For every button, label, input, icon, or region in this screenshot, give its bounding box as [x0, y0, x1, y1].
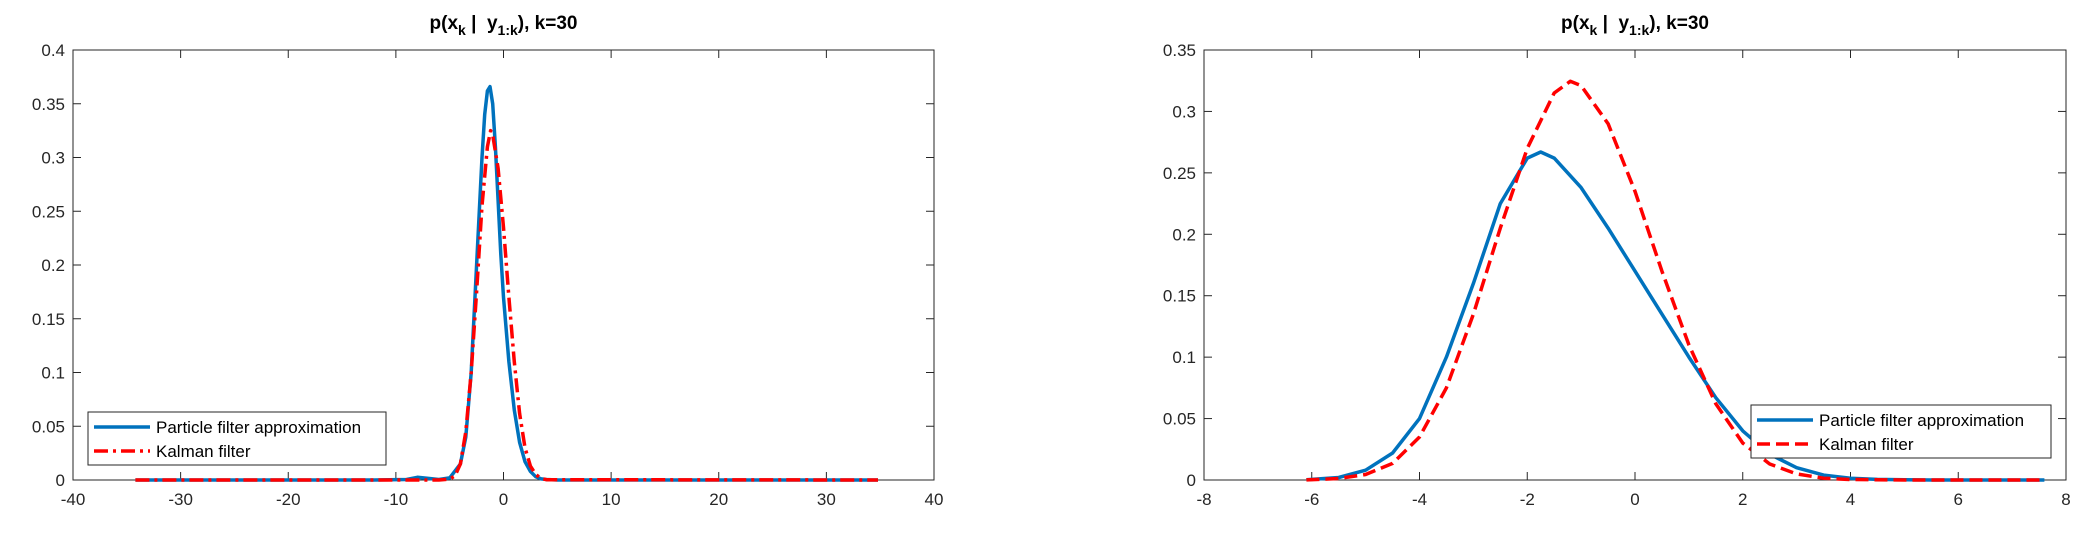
y-tick-label: 0.1 — [41, 364, 65, 383]
y-tick-label: 0.05 — [1163, 410, 1196, 429]
y-tick-label: 0.05 — [32, 417, 65, 436]
y-tick-label: 0 — [1187, 471, 1196, 490]
chart-title: p(xk | y1:k), k=30 — [1561, 13, 1709, 38]
legend-box — [87, 411, 387, 466]
chart-title: p(xk | y1:k), k=30 — [430, 13, 578, 38]
x-tick-label: -40 — [61, 490, 86, 509]
x-tick-label: -6 — [1304, 490, 1319, 509]
x-tick-label: 30 — [817, 490, 836, 509]
x-tick-label: 40 — [925, 490, 944, 509]
series-line-kalman-filter — [1306, 79, 2045, 482]
x-tick-label: 2 — [1738, 490, 1747, 509]
y-tick-label: 0.15 — [32, 310, 65, 329]
y-tick-label: 0.2 — [41, 256, 65, 275]
y-tick-label: 0.25 — [1163, 164, 1196, 183]
x-tick-label: -20 — [276, 490, 301, 509]
y-tick-label: 0.4 — [41, 41, 65, 60]
y-tick-label: 0.15 — [1163, 287, 1196, 306]
y-tick-label: 0.35 — [32, 95, 65, 114]
x-tick-label: -8 — [1196, 490, 1211, 509]
x-tick-label: -2 — [1520, 490, 1535, 509]
x-tick-label: -30 — [168, 490, 193, 509]
legend-entry-label: Particle filter approximation — [1819, 411, 2024, 430]
y-tick-label: 0.3 — [41, 149, 65, 168]
x-tick-label: -10 — [384, 490, 409, 509]
y-tick-label: 0.25 — [32, 202, 65, 221]
x-tick-label: 6 — [1954, 490, 1963, 509]
y-tick-label: 0.1 — [1172, 348, 1196, 367]
legend-entry-label: Particle filter approximation — [156, 418, 361, 437]
right-plot: -8 -6 -4 -2 0 2 4 6 8 0 0.05 0.1 0.15 0.2 0.25 0.3 0.35 p… — [1163, 13, 2071, 509]
legend: Particle filter approximation Kalman filt… — [87, 411, 387, 466]
y-tick-label: 0.3 — [1172, 102, 1196, 121]
legend-entry-label: Kalman filter — [156, 442, 251, 461]
left-plot: -40 -30 -20 -10 0 10 20 30 40 0 0.05 0.1 0.15 0.2 0.25… — [32, 13, 944, 509]
x-tick-label: 0 — [499, 490, 508, 509]
x-tick-label: 0 — [1630, 490, 1639, 509]
x-tick-label: 10 — [602, 490, 621, 509]
legend-box — [1750, 404, 2052, 459]
x-tick-label: 4 — [1846, 490, 1855, 509]
x-tick-label: 8 — [2061, 490, 2070, 509]
legend: Particle filter approximation Kalman filt… — [1750, 404, 2052, 459]
y-tick-label: 0.35 — [1163, 41, 1196, 60]
legend-entry-label: Kalman filter — [1819, 435, 1914, 454]
series-line-kalman-filter — [135, 128, 879, 482]
y-tick-label: 0 — [56, 471, 65, 490]
x-tick-label: -4 — [1412, 490, 1427, 509]
y-tick-label: 0.2 — [1172, 225, 1196, 244]
x-tick-label: 20 — [709, 490, 728, 509]
